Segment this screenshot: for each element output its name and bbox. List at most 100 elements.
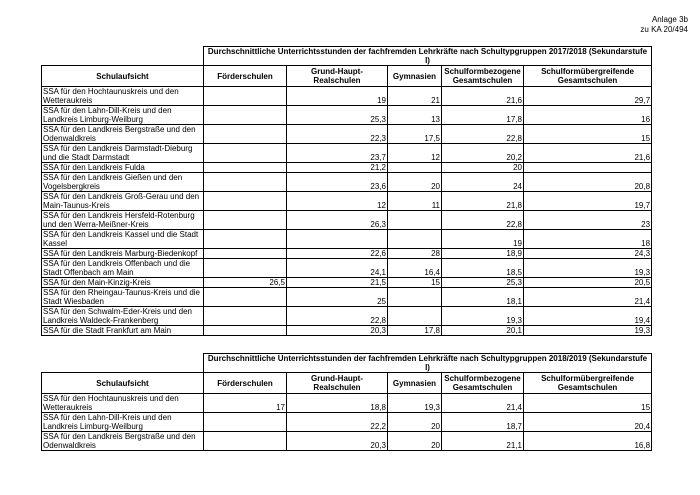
data-table: Durchschnittliche Unterrichtsstunden der… bbox=[41, 46, 653, 336]
header-line: zu KA 20/494 bbox=[640, 25, 688, 34]
column-header: Schulaufsicht bbox=[41, 65, 204, 87]
value-cell: 18,9 bbox=[441, 248, 524, 259]
row-label: SSA für den Rheingau-Taunus-Kreis und di… bbox=[41, 287, 204, 307]
data-row: SSA für den Landkreis Fulda 21,2 20 bbox=[41, 162, 653, 173]
value-cell: 16,4 bbox=[387, 258, 442, 278]
value-cell: 17,8 bbox=[441, 105, 524, 125]
value-cell: 21,4 bbox=[522, 287, 653, 307]
data-row: SSA für den Hochtaunuskreis und den Wett… bbox=[41, 393, 653, 413]
row-label: SSA für den Landkreis Bergstraße und den… bbox=[41, 431, 204, 451]
empty-cell bbox=[41, 353, 204, 373]
value-cell bbox=[203, 143, 287, 163]
row-label: SSA für den Hochtaunuskreis und den Wett… bbox=[41, 393, 204, 413]
value-cell: 15 bbox=[522, 124, 653, 144]
data-row: SSA für den Landkreis Offenbach und die … bbox=[41, 258, 653, 278]
value-cell: 23 bbox=[522, 210, 653, 230]
value-cell bbox=[203, 258, 287, 278]
value-cell: 20 bbox=[387, 172, 442, 192]
value-cell: 18 bbox=[522, 229, 653, 249]
value-cell: 21,2 bbox=[286, 162, 388, 173]
header-row: Schulaufsicht Förderschulen Grund-Haupt-Re… bbox=[41, 372, 653, 394]
data-row: SSA für den Landkreis Kassel und die Sta… bbox=[41, 229, 653, 249]
column-header: Gymnasien bbox=[387, 372, 442, 394]
value-cell bbox=[203, 105, 287, 125]
value-cell: 22,6 bbox=[286, 248, 388, 259]
value-cell: 12 bbox=[286, 191, 388, 211]
value-cell: 18,7 bbox=[441, 412, 524, 432]
value-cell: 24,1 bbox=[286, 258, 388, 278]
value-cell bbox=[203, 287, 287, 307]
value-cell: 18,5 bbox=[441, 258, 524, 278]
title-row: Durchschnittliche Unterrichtsstunden der… bbox=[41, 353, 653, 373]
value-cell: 23,6 bbox=[286, 172, 388, 192]
value-cell: 23,7 bbox=[286, 143, 388, 163]
value-cell: 17 bbox=[203, 393, 287, 413]
value-cell bbox=[203, 86, 287, 106]
data-row: SSA für den Landkreis Gießen und den Vog… bbox=[41, 172, 653, 192]
column-header: Förderschulen bbox=[203, 372, 287, 394]
column-header: Schulformübergreifende Gesamtschulen bbox=[522, 65, 653, 87]
column-header: Gymnasien bbox=[387, 65, 442, 87]
column-header: Schulformübergreifende Gesamtschulen bbox=[522, 372, 653, 394]
value-cell: 18,1 bbox=[441, 287, 524, 307]
header-row: Schulaufsicht Förderschulen Grund-Haupt-Re… bbox=[41, 65, 653, 87]
value-cell: 16 bbox=[522, 105, 653, 125]
column-header: Schulformbezogene Gesamtschulen bbox=[441, 372, 524, 394]
value-cell: 20,8 bbox=[522, 172, 653, 192]
value-cell bbox=[203, 191, 287, 211]
value-cell bbox=[387, 162, 442, 173]
value-cell: 21,6 bbox=[522, 143, 653, 163]
row-label: SSA für den Hochtaunuskreis und den Wett… bbox=[41, 86, 204, 106]
value-cell: 20,5 bbox=[522, 277, 653, 288]
value-cell: 22,2 bbox=[286, 412, 388, 432]
value-cell: 21,1 bbox=[441, 431, 524, 451]
header: Anlage 3b zu KA 20/494 bbox=[640, 15, 688, 35]
row-label: SSA für den Landkreis Kassel und die Sta… bbox=[41, 229, 204, 249]
value-cell bbox=[203, 229, 287, 249]
column-header: Schulaufsicht bbox=[41, 372, 204, 394]
column-header: Grund-Haupt-Realschulen bbox=[286, 65, 388, 87]
table-title: Durchschnittliche Unterrichtsstunden der… bbox=[202, 46, 653, 66]
value-cell: 20,2 bbox=[441, 143, 524, 163]
row-label: SSA für den Landkreis Marburg-Biedenkopf bbox=[41, 248, 204, 259]
row-label: SSA für den Lahn-Dill-Kreis und den Land… bbox=[41, 412, 204, 432]
column-header: Grund-Haupt-Realschulen bbox=[286, 372, 388, 394]
value-cell: 21,5 bbox=[286, 277, 388, 288]
data-row: SSA für den Lahn-Dill-Kreis und den Land… bbox=[41, 412, 653, 432]
header-line: Anlage 3b bbox=[651, 15, 688, 24]
data-row: SSA für den Schwalm-Eder-Kreis und den L… bbox=[41, 306, 653, 326]
data-row: SSA für den Landkreis Groß-Gerau und den… bbox=[41, 191, 653, 211]
value-cell: 15 bbox=[522, 393, 653, 413]
row-label: SSA für den Landkreis Bergstraße und den… bbox=[41, 124, 204, 144]
value-cell: 20 bbox=[441, 162, 524, 173]
value-cell: 19,7 bbox=[522, 191, 653, 211]
value-cell: 19 bbox=[441, 229, 524, 249]
row-label: SSA für den Landkreis Darmstadt-Dieburg … bbox=[41, 143, 204, 163]
value-cell: 25 bbox=[286, 287, 388, 307]
value-cell bbox=[203, 325, 287, 336]
value-cell: 25,3 bbox=[441, 277, 524, 288]
row-label: SSA für den Lahn-Dill-Kreis und den Land… bbox=[41, 105, 204, 125]
value-cell: 18,8 bbox=[286, 393, 388, 413]
row-label: SSA für den Schwalm-Eder-Kreis und den L… bbox=[41, 306, 204, 326]
table-title: Durchschnittliche Unterrichtsstunden der… bbox=[202, 353, 653, 373]
value-cell: 25,3 bbox=[286, 105, 388, 125]
row-label: SSA für die Stadt Frankfurt am Main bbox=[41, 325, 204, 336]
value-cell: 19,3 bbox=[522, 258, 653, 278]
value-cell bbox=[387, 210, 442, 230]
value-cell: 21,4 bbox=[441, 393, 524, 413]
data-row: SSA für den Landkreis Marburg-Biedenkopf… bbox=[41, 248, 653, 259]
row-label: SSA für den Main-Kinzig-Kreis bbox=[41, 277, 204, 288]
value-cell: 20,1 bbox=[441, 325, 524, 336]
value-cell: 20,3 bbox=[286, 431, 388, 451]
value-cell: 21 bbox=[387, 86, 442, 106]
value-cell: 17,5 bbox=[387, 124, 442, 144]
value-cell bbox=[203, 210, 287, 230]
title-row: Durchschnittliche Unterrichtsstunden der… bbox=[41, 46, 653, 66]
value-cell: 19 bbox=[286, 86, 388, 106]
value-cell bbox=[387, 287, 442, 307]
value-cell: 13 bbox=[387, 105, 442, 125]
value-cell: 26,5 bbox=[203, 277, 287, 288]
data-row: SSA für den Landkreis Darmstadt-Dieburg … bbox=[41, 143, 653, 163]
